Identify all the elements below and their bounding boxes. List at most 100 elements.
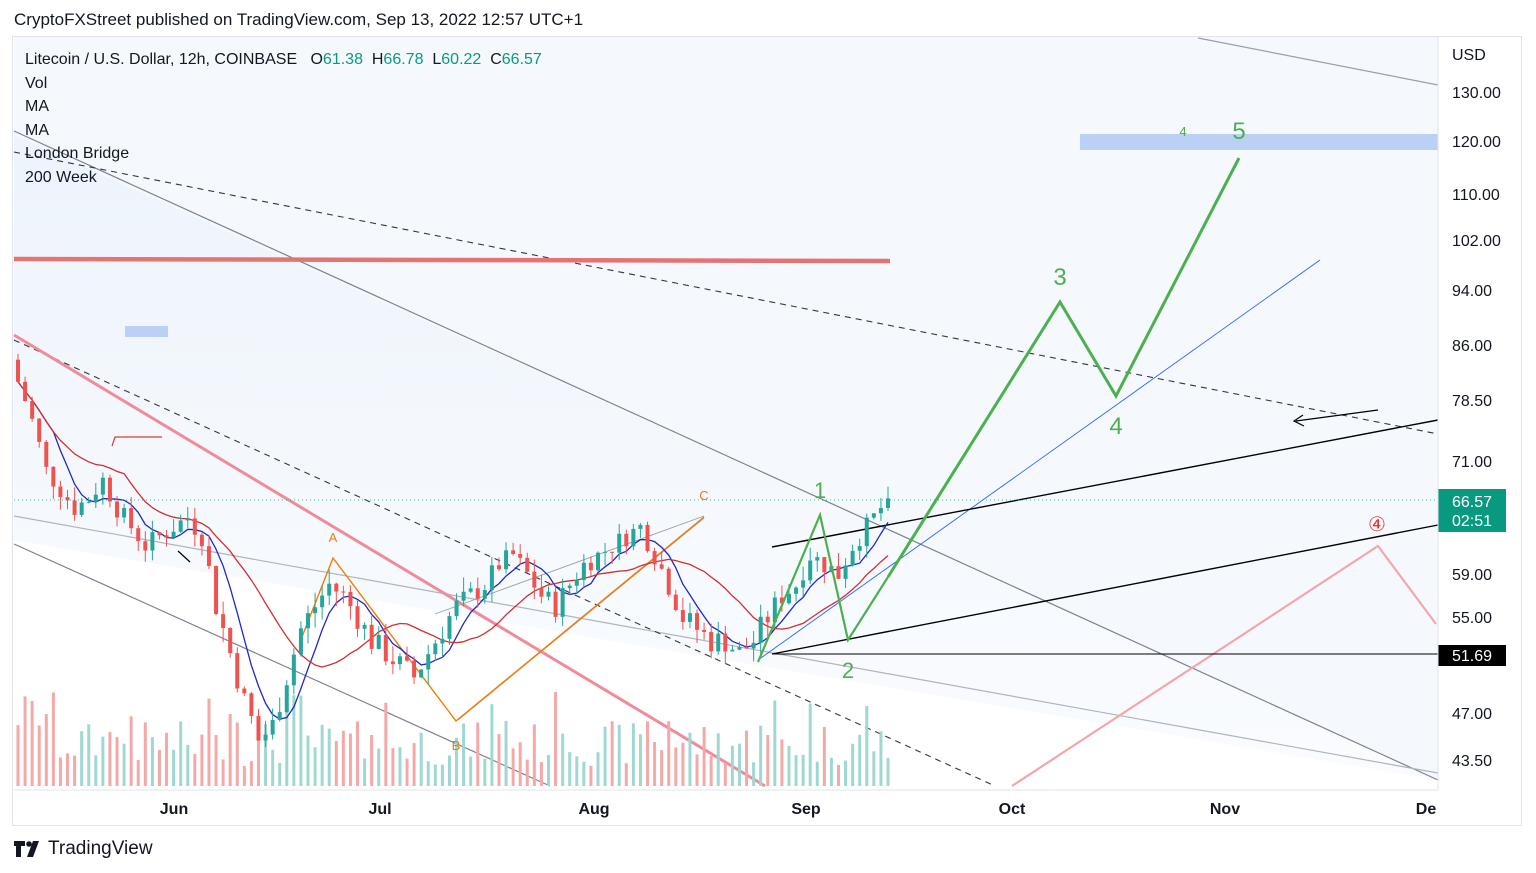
indicator-200-week[interactable]: 200 Week (25, 168, 97, 186)
candle-body[interactable] (150, 532, 155, 551)
candle-body[interactable] (758, 616, 763, 643)
candle-body[interactable] (44, 441, 49, 467)
candle-body[interactable] (440, 638, 445, 644)
candle-body[interactable] (687, 613, 692, 622)
time-axis[interactable]: Jun Jul Aug Sep Oct Nov De (14, 37, 1439, 818)
candle-body[interactable] (405, 656, 410, 661)
candle-body[interactable] (37, 418, 42, 442)
candle-body[interactable] (461, 591, 466, 601)
candle-body[interactable] (857, 546, 862, 551)
candle-body[interactable] (306, 613, 310, 629)
candle-body[interactable] (51, 466, 56, 487)
candle-body[interactable] (107, 477, 112, 502)
candle-body[interactable] (136, 528, 141, 542)
candle-body[interactable] (864, 517, 869, 547)
candle-body[interactable] (652, 551, 657, 565)
candle-body[interactable] (603, 551, 608, 553)
candle-body[interactable] (786, 593, 791, 604)
candle-body[interactable] (581, 562, 586, 581)
candle-body[interactable] (574, 580, 579, 586)
candle-body[interactable] (560, 588, 565, 617)
candle-body[interactable] (794, 587, 799, 594)
candle-body[interactable] (291, 654, 296, 686)
candle-body[interactable] (100, 477, 105, 495)
candle-body[interactable] (93, 494, 98, 502)
candle-body[interactable] (397, 656, 402, 665)
candle-body[interactable] (157, 532, 162, 536)
candle-body[interactable] (447, 616, 452, 639)
candle-body[interactable] (886, 498, 890, 508)
candle-body[interactable] (532, 571, 537, 588)
price-axis[interactable]: 130.00 120.00 110.00 102.00 94.00 86.00 78.50 7… (1452, 85, 1501, 770)
candle-body[interactable] (79, 502, 84, 515)
candle-body[interactable] (228, 628, 233, 654)
candle-body[interactable] (751, 642, 756, 649)
candle-body[interactable] (709, 631, 714, 652)
candle-body[interactable] (680, 610, 685, 622)
candle-body[interactable] (390, 661, 395, 665)
candle-body[interactable] (588, 562, 593, 571)
candle-body[interactable] (723, 633, 728, 652)
candle-body[interactable] (673, 594, 678, 611)
candle-body[interactable] (214, 565, 219, 615)
candle-body[interactable] (277, 712, 282, 721)
candle-body[interactable] (836, 566, 841, 579)
candle-body[interactable] (822, 557, 827, 573)
candle-body[interactable] (72, 500, 77, 515)
candle-body[interactable] (610, 551, 615, 553)
candle-body[interactable] (313, 607, 318, 614)
candle-body[interactable] (115, 501, 120, 518)
candle-body[interactable] (298, 628, 303, 655)
indicator-ma-2[interactable]: MA (25, 121, 49, 139)
candle-body[interactable] (779, 597, 784, 604)
candle-body[interactable] (206, 546, 211, 566)
candle-body[interactable] (482, 590, 487, 599)
candle-body[interactable] (617, 533, 622, 553)
candle-body[interactable] (192, 518, 197, 535)
candle-body[interactable] (412, 660, 417, 678)
candle-body[interactable] (624, 533, 629, 547)
candle-body[interactable] (737, 647, 742, 650)
candle-body[interactable] (178, 520, 183, 532)
candle-body[interactable] (815, 557, 820, 561)
candle-body[interactable] (185, 518, 190, 521)
candlesticks[interactable] (16, 353, 890, 747)
candle-body[interactable] (765, 616, 770, 623)
candle-body[interactable] (539, 587, 544, 597)
candle-body[interactable] (334, 583, 339, 592)
candle-body[interactable] (808, 560, 813, 581)
candle-body[interactable] (659, 564, 664, 569)
candle-body[interactable] (433, 643, 438, 655)
candle-body[interactable] (871, 513, 876, 518)
candle-body[interactable] (645, 524, 650, 552)
candle-body[interactable] (702, 629, 707, 632)
candle-body[interactable] (249, 693, 254, 717)
candle-body[interactable] (744, 647, 749, 649)
candle-body[interactable] (878, 507, 883, 514)
candle-body[interactable] (355, 606, 360, 629)
candle-body[interactable] (376, 634, 381, 649)
candle-body[interactable] (489, 565, 494, 591)
candle-body[interactable] (171, 531, 176, 538)
candle-body[interactable] (362, 624, 367, 629)
candle-body[interactable] (199, 534, 204, 547)
candle-body[interactable] (475, 588, 480, 599)
candle-body[interactable] (553, 591, 558, 617)
candle-body[interactable] (426, 654, 431, 670)
candle-body[interactable] (242, 688, 247, 694)
indicator-london-bridge[interactable]: London Bridge (25, 145, 130, 162)
candle-body[interactable] (631, 528, 636, 547)
candle-body[interactable] (221, 614, 226, 629)
candle-body[interactable] (23, 381, 28, 402)
candle-body[interactable] (164, 535, 169, 538)
candle-body[interactable] (16, 359, 20, 382)
candle-body[interactable] (419, 669, 424, 678)
candle-body[interactable] (256, 716, 261, 741)
candle-body[interactable] (30, 401, 35, 419)
candle-body[interactable] (341, 591, 346, 593)
candle-body[interactable] (143, 541, 148, 551)
candle-body[interactable] (86, 501, 91, 503)
indicator-vol[interactable]: Vol (25, 74, 48, 92)
candle-body[interactable] (122, 508, 127, 518)
candle-body[interactable] (468, 588, 473, 592)
